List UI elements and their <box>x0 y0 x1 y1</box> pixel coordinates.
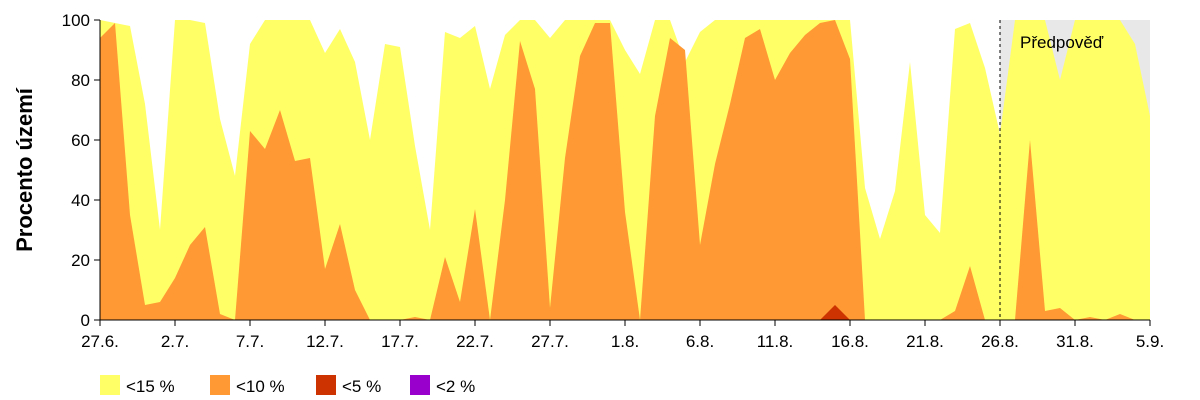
legend-label: <15 % <box>126 377 175 396</box>
legend-swatch <box>100 375 120 395</box>
y-tick-label: 40 <box>71 191 90 210</box>
x-tick-label: 12.7. <box>306 332 344 351</box>
x-tick-label: 26.8. <box>981 332 1019 351</box>
legend-item: <10 % <box>210 375 285 396</box>
legend-label: <5 % <box>342 377 381 396</box>
legend: <15 % <10 % <5 % <2 % <box>100 375 475 396</box>
x-tick-label: 21.8. <box>906 332 944 351</box>
legend-item: <5 % <box>316 375 381 396</box>
series-area-0 <box>100 20 1150 320</box>
y-tick-label: 100 <box>62 11 90 30</box>
x-tick-label: 11.8. <box>757 332 794 351</box>
legend-label: <10 % <box>236 377 285 396</box>
x-tick-label: 31.8. <box>1056 332 1094 351</box>
legend-swatch <box>210 375 230 395</box>
x-tick-label: 27.7. <box>531 332 569 351</box>
x-tick-label: 6.8. <box>686 332 714 351</box>
legend-swatch <box>410 375 430 395</box>
legend-item: <2 % <box>410 375 475 396</box>
legend-item: <15 % <box>100 375 175 396</box>
x-tick-label: 22.7. <box>456 332 494 351</box>
x-tick-label: 5.9. <box>1136 332 1164 351</box>
series-area-1 <box>100 20 1150 320</box>
legend-swatch <box>316 375 336 395</box>
y-tick-label: 60 <box>71 131 90 150</box>
x-tick-label: 16.8. <box>831 332 869 351</box>
y-tick-label: 80 <box>71 71 90 90</box>
axes-layer: 0 20 40 60 80 100 27.6. 2.7. 7.7. 12.7. 17.7. 22.7.… <box>62 11 1165 351</box>
x-tick-label: 27.6. <box>81 332 119 351</box>
series-layer <box>100 20 1150 320</box>
y-tick-label: 0 <box>81 311 90 330</box>
x-tick-label: 17.7. <box>381 332 419 351</box>
forecast-label: Předpověď <box>1020 33 1104 52</box>
legend-label: <2 % <box>436 377 475 396</box>
x-tick-label: 1.8. <box>611 332 639 351</box>
x-tick-label: 2.7. <box>161 332 189 351</box>
x-tick-label: 7.7. <box>236 332 264 351</box>
y-axis-title: Procento území <box>12 87 37 252</box>
y-tick-label: 20 <box>71 251 90 270</box>
